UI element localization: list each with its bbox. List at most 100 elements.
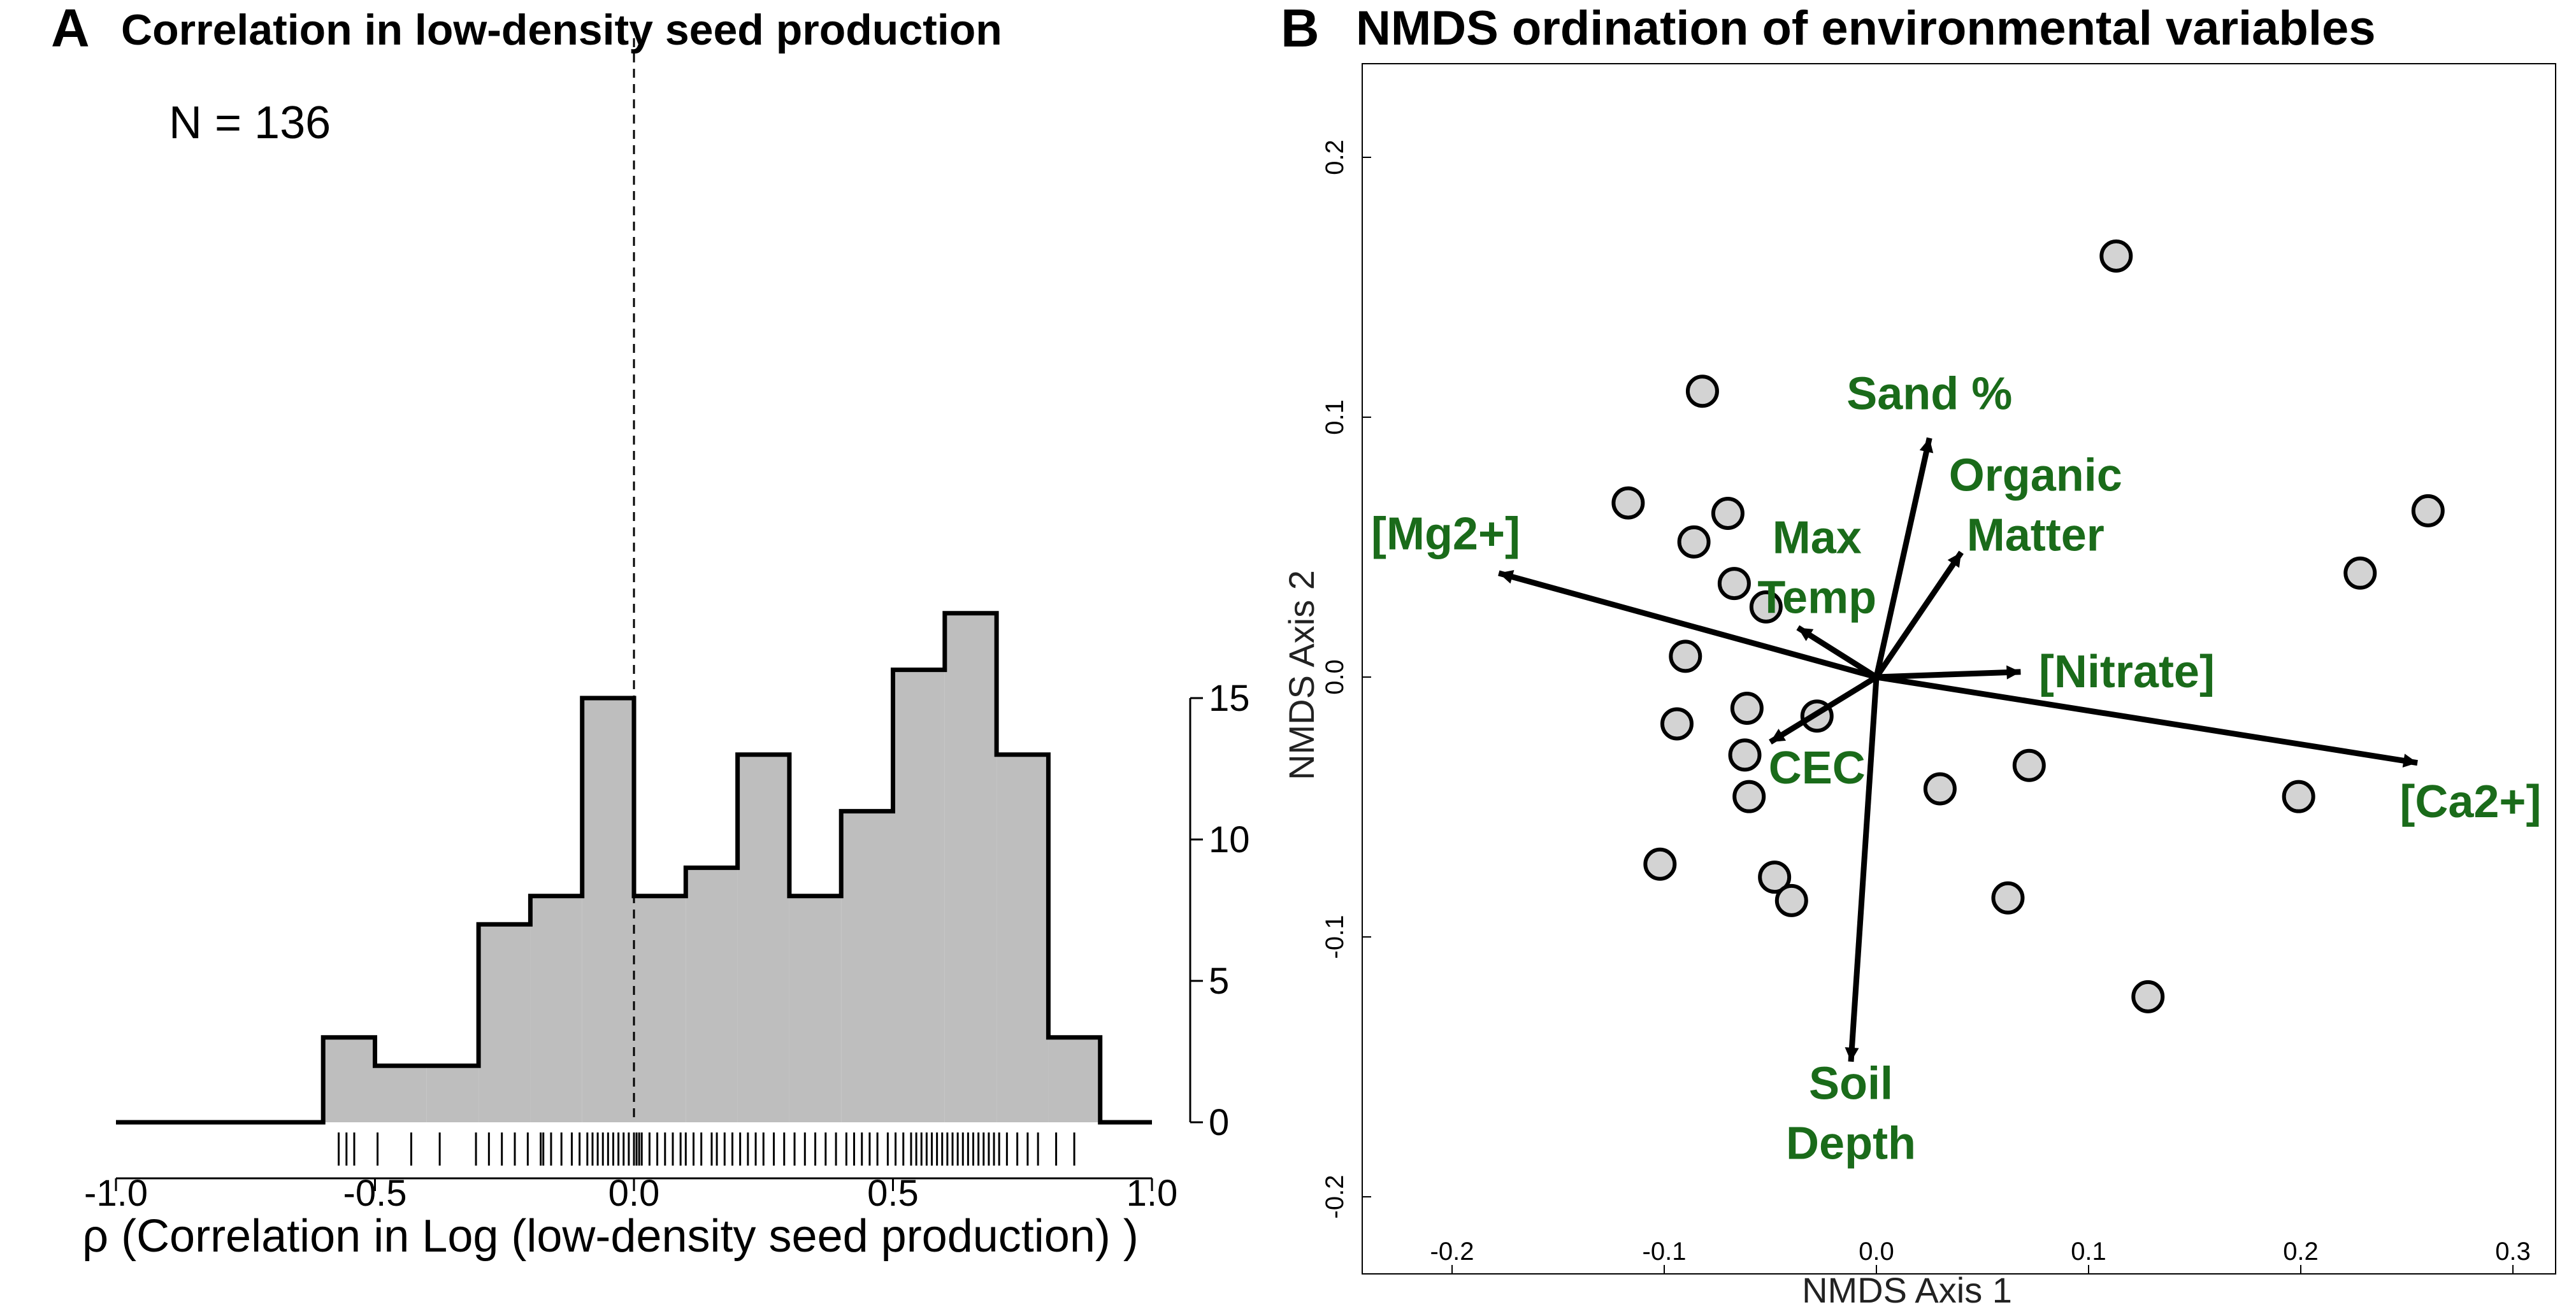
site-points <box>1611 239 2445 1013</box>
panel-b-letter: B <box>1281 0 1320 58</box>
vector-label: [Nitrate] <box>2039 646 2215 697</box>
histogram-outline <box>116 611 1152 1125</box>
panel-a: A Correlation in low-density seed produc… <box>51 0 1250 1262</box>
x-tick-label: 0.2 <box>2283 1238 2319 1266</box>
y-tick-label: 15 <box>1209 678 1250 719</box>
vector-label: Temp <box>1757 573 1876 624</box>
histogram-bar <box>893 669 945 1122</box>
site-point <box>1730 691 1764 725</box>
site-point <box>2012 748 2046 782</box>
x-tick-label: -0.1 <box>1643 1238 1687 1266</box>
x-tick-label: 0.5 <box>867 1173 919 1214</box>
panel-a-letter: A <box>51 0 90 58</box>
x-tick-label: 0.0 <box>608 1173 660 1214</box>
y-tick-label: 0.2 <box>1321 139 1349 175</box>
vector-arrowhead <box>1845 1047 1859 1062</box>
x-tick-label: -0.2 <box>1430 1238 1474 1266</box>
site-point <box>1991 881 2025 915</box>
vector-label: [Mg2+] <box>1371 509 1520 560</box>
histogram-bar <box>426 1066 479 1122</box>
x-tick-label: 0.1 <box>2071 1238 2106 1266</box>
vector-label: Matter <box>1967 510 2105 561</box>
x-tick-label: -1.0 <box>84 1173 148 1214</box>
histogram-bar <box>1048 1037 1100 1122</box>
vector-arrowhead <box>2402 753 2418 768</box>
x-tick-label: 1.0 <box>1126 1173 1178 1214</box>
site-point <box>1728 738 1762 772</box>
histogram-bar <box>323 1037 375 1122</box>
vector-arrowhead <box>1770 729 1787 742</box>
histogram-bar <box>375 1066 427 1122</box>
panel-b-title: NMDS ordination of environmental variabl… <box>1356 1 2376 55</box>
y-tick-label: -0.1 <box>1321 915 1349 959</box>
site-point <box>1717 567 1751 601</box>
site-point <box>1749 590 1783 624</box>
panel-a-title: Correlation in low-density seed producti… <box>121 6 1002 54</box>
environmental-vectors <box>1498 437 2418 1062</box>
x-tick-label: 0.0 <box>1859 1238 1894 1266</box>
site-point <box>2343 556 2377 590</box>
histogram-bar <box>841 811 893 1122</box>
rug-plot <box>338 1132 1076 1166</box>
site-point <box>2131 980 2165 1013</box>
histogram-bar <box>944 613 997 1122</box>
histogram-bars <box>323 613 1100 1122</box>
histogram-bar <box>479 924 531 1122</box>
site-point <box>2099 239 2133 273</box>
histogram-bar <box>789 896 842 1122</box>
vector-arrow <box>1876 674 2418 766</box>
histogram-bar <box>582 698 634 1122</box>
vector-label: Sand % <box>1846 368 2012 419</box>
y-tick-label: 5 <box>1209 961 1229 1002</box>
vector-arrowhead <box>1797 627 1814 641</box>
vector-label: Depth <box>1786 1118 1916 1169</box>
y-tick-label: 0 <box>1209 1102 1229 1143</box>
site-point <box>2282 780 2315 813</box>
site-point <box>1685 375 1719 408</box>
y-axis-ticks: -0.2 -0.1 0.0 0.1 0.2 <box>1321 139 1371 1218</box>
y-axis-ticks: 0 5 10 15 <box>1190 678 1250 1143</box>
histogram-bar <box>530 896 582 1122</box>
vector-arrowhead <box>1499 570 1515 584</box>
site-point <box>1711 496 1745 530</box>
y-tick-label: -0.2 <box>1321 1175 1349 1219</box>
x-axis-label: NMDS Axis 1 <box>1802 1270 2012 1310</box>
vector-arrow <box>1498 570 1878 680</box>
x-tick-label: 0.3 <box>2495 1238 2531 1266</box>
site-point <box>1923 772 1957 806</box>
x-axis-label: ρ (Correlation in Log (low-density seed … <box>82 1211 1139 1262</box>
vector-arrow <box>1848 676 1880 1062</box>
vector-arrow <box>1874 550 1964 679</box>
y-tick-label: 0.0 <box>1321 659 1349 695</box>
vector-arrow <box>1796 625 1878 680</box>
vector-arrowhead <box>1947 552 1962 568</box>
vector-label: Soil <box>1809 1058 1893 1109</box>
vector-label: Organic <box>1949 450 2122 501</box>
sample-size-annotation: N = 136 <box>169 97 331 148</box>
site-point <box>1611 486 1645 520</box>
histogram-bar <box>997 754 1049 1122</box>
x-axis-ticks: -0.2 -0.1 0.0 0.1 0.2 0.3 <box>1430 1238 2531 1274</box>
site-point <box>1774 883 1808 917</box>
site-point <box>1677 525 1711 559</box>
histogram-bar <box>686 868 738 1122</box>
vector-arrow <box>1873 437 1932 678</box>
site-point <box>1660 707 1694 741</box>
x-tick-label: -0.5 <box>343 1173 407 1214</box>
site-point <box>1732 780 1766 813</box>
vector-label: [Ca2+] <box>2400 776 2541 827</box>
vector-labels: [Mg2+] [Ca2+] Sand % Organic Matter Max Temp [N… <box>1371 368 2541 1169</box>
site-point <box>1758 861 1792 894</box>
y-tick-label: 0.1 <box>1321 399 1349 435</box>
y-axis-label: NMDS Axis 2 <box>1281 570 1321 780</box>
site-point <box>2411 494 2445 527</box>
histogram-bar <box>737 754 789 1122</box>
site-point <box>1643 847 1677 881</box>
plot-frame <box>1362 63 2556 1275</box>
site-point <box>1669 639 1702 673</box>
vector-label: Max <box>1773 513 1862 564</box>
vector-arrowhead <box>2006 665 2021 680</box>
panel-b: B NMDS ordination of environmental varia… <box>1281 0 2556 1310</box>
vector-arrowhead <box>1919 438 1934 453</box>
histogram-bar <box>634 896 686 1122</box>
